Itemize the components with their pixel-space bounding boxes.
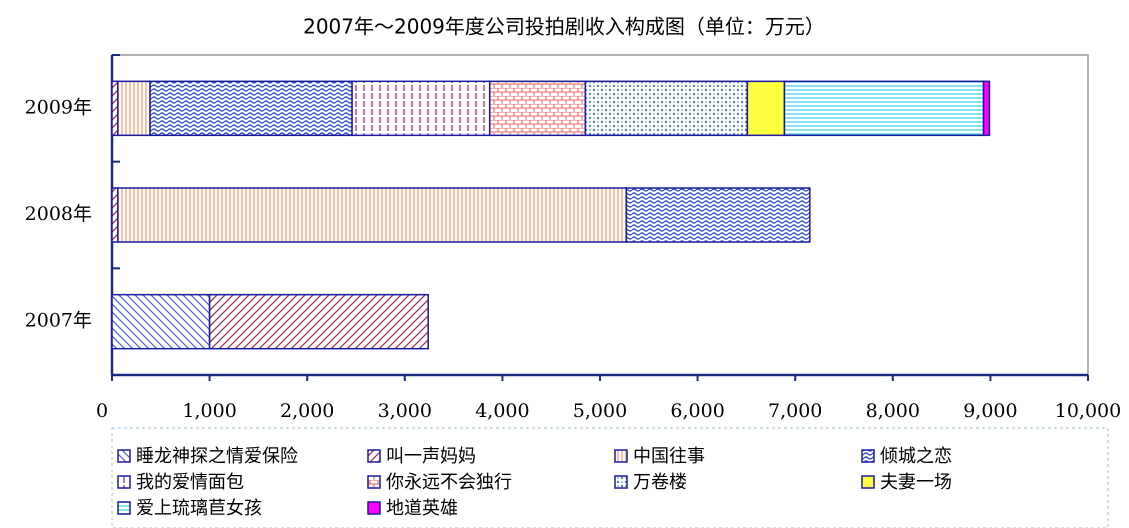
x-tick-label: 3,000 xyxy=(378,400,432,422)
legend-label: 你永远不会独行 xyxy=(386,472,512,493)
legend-label: 万卷楼 xyxy=(633,472,687,493)
legend-box xyxy=(111,427,1109,528)
legend-swatch xyxy=(614,475,628,489)
x-tick-label: 6,000 xyxy=(670,400,724,422)
legend-label: 中国往事 xyxy=(633,446,705,467)
legend-swatch xyxy=(861,449,875,463)
bar-segment xyxy=(351,80,491,137)
bar-segment xyxy=(111,187,119,243)
x-tick-label: 4,000 xyxy=(475,400,529,422)
legend-label: 夫妻一场 xyxy=(880,472,952,493)
bar-segment xyxy=(488,80,587,137)
x-tick-label: 0 xyxy=(96,400,108,422)
bar-segment xyxy=(111,80,119,137)
bar-segment xyxy=(783,80,985,137)
legend-swatch xyxy=(117,501,131,515)
legend-label: 倾城之恋 xyxy=(880,445,952,467)
bar-segment xyxy=(208,293,429,350)
bar-segment xyxy=(117,80,151,137)
bar-segment xyxy=(982,80,991,137)
legend-swatch xyxy=(367,449,381,463)
legend-swatch xyxy=(117,475,131,489)
y-tick-label: 2009年 xyxy=(25,96,92,118)
x-tick-label: 1,000 xyxy=(182,400,236,422)
y-tick-label: 2007年 xyxy=(25,310,92,332)
x-tick-label: 5,000 xyxy=(573,400,627,422)
legend-label: 叫一声妈妈 xyxy=(386,446,476,467)
bar-segment xyxy=(111,293,211,350)
x-tick-label: 9,000 xyxy=(963,400,1017,422)
legend-label: 睡龙神探之情爱保险 xyxy=(136,446,298,467)
y-tick-label: 2008年 xyxy=(25,203,92,225)
legend-swatch xyxy=(367,501,381,515)
bar-segment xyxy=(117,187,628,243)
x-tick-label: 2,000 xyxy=(280,400,334,422)
bar-segment xyxy=(625,187,811,243)
x-tick-label: 8,000 xyxy=(866,400,920,422)
chart-title: 2007年～2009年度公司投拍剧收入构成图（单位：万元） xyxy=(303,15,825,39)
bar-segment xyxy=(746,80,786,137)
x-tick-label: 7,000 xyxy=(768,400,822,422)
x-tick-label: 10,000 xyxy=(1055,400,1121,422)
legend-swatch xyxy=(117,449,131,463)
legend-swatch xyxy=(614,449,628,463)
legend-swatch xyxy=(861,475,875,489)
legend-label: 地道英雄 xyxy=(386,498,458,519)
legend-label: 爱上琉璃苣女孩 xyxy=(136,498,262,519)
bar-segment xyxy=(149,80,353,137)
legend-swatch xyxy=(367,475,381,489)
bar-segment xyxy=(584,80,749,137)
legend-label: 我的爱情面包 xyxy=(136,472,244,493)
